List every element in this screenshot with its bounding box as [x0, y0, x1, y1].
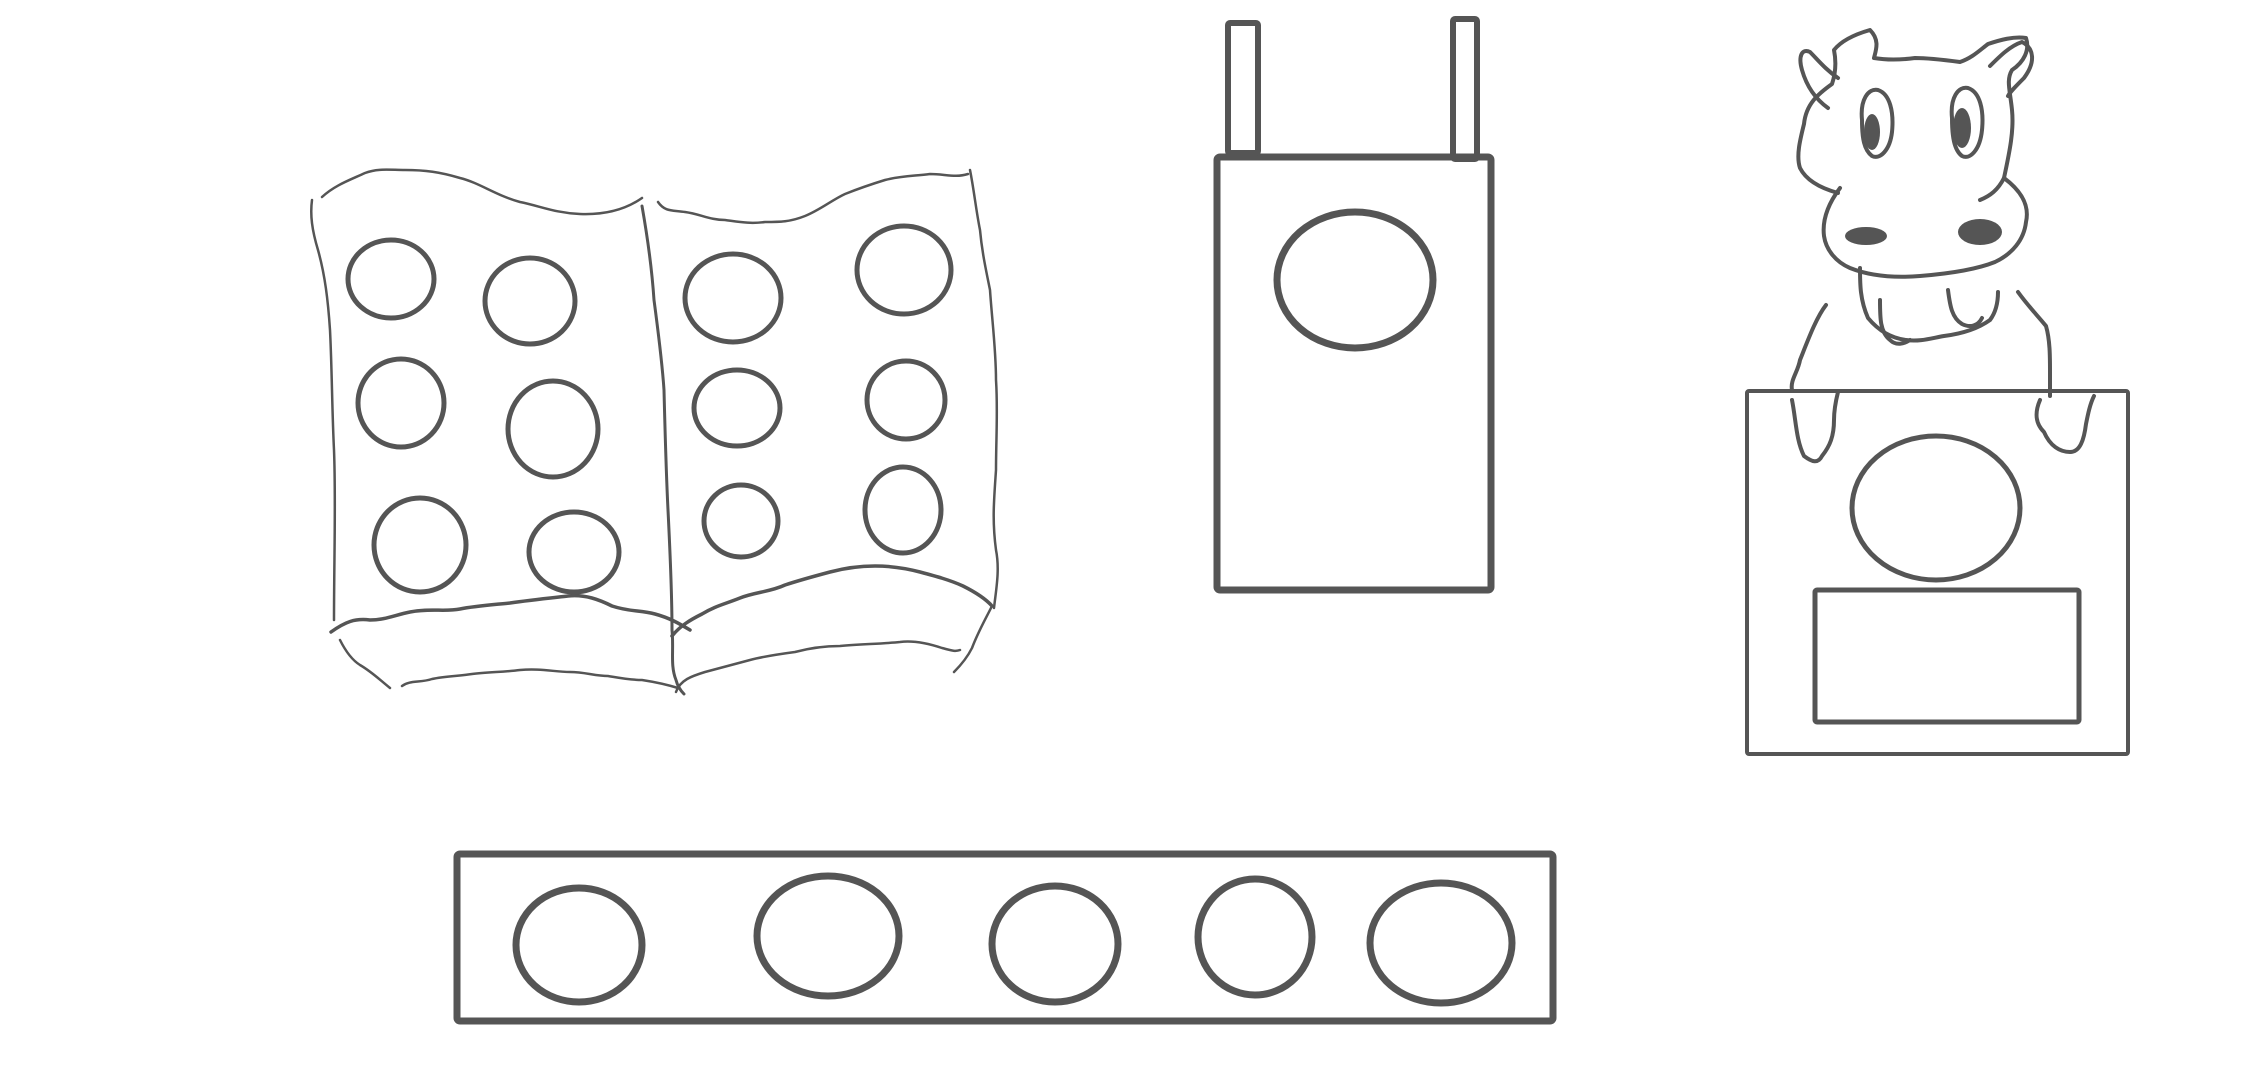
book-hole — [355, 356, 447, 450]
hippo-arm-left — [1789, 303, 1840, 464]
tall-box-body — [1213, 153, 1495, 594]
hippo-eye-right — [1949, 85, 1985, 159]
hippo-pupil-right — [1953, 108, 1971, 148]
book-hole — [526, 509, 622, 595]
hippo-box-body — [1745, 389, 2130, 756]
tall-box — [1213, 16, 1495, 594]
hippo-head — [1796, 28, 2030, 202]
book-hole — [371, 495, 469, 595]
book-hole — [862, 464, 944, 556]
tall-box-post-left — [1225, 20, 1261, 156]
long-bar-body — [453, 850, 1557, 1025]
long-bar-hole — [512, 884, 646, 1006]
book-spine — [640, 204, 686, 696]
open-book — [310, 168, 999, 696]
hippo-nostril-right — [1958, 219, 2002, 245]
hippo-mouth — [1858, 266, 2000, 343]
hippo-box-panel — [1812, 587, 2082, 725]
book-left-page — [310, 168, 644, 622]
hippo-arm-right — [2016, 290, 2096, 454]
book-hole — [482, 255, 578, 347]
long-bar — [453, 850, 1557, 1025]
hippo-box-hole — [1849, 433, 2023, 583]
book-right-page-bottom — [670, 564, 994, 638]
hippo-ear-right — [1988, 40, 2034, 98]
tall-box-hole — [1273, 208, 1437, 352]
book-hole — [854, 223, 954, 317]
tall-box-post-right — [1450, 16, 1480, 162]
long-bar-hole — [1194, 875, 1316, 999]
book-right-page — [656, 168, 999, 610]
book-hole — [701, 482, 781, 560]
hippo-pupil-left — [1864, 114, 1880, 150]
book-hole — [345, 237, 437, 321]
long-bar-hole — [753, 872, 903, 1000]
book-hole — [864, 358, 948, 442]
hippo-snout — [1821, 176, 2029, 279]
hippo-nostril-left — [1845, 227, 1887, 245]
book-left-page-edge — [338, 638, 680, 690]
hippo-eye-left — [1859, 87, 1895, 159]
book-left-page-bottom — [329, 593, 692, 634]
hippo-teeth — [1878, 288, 1984, 346]
book-hole — [691, 367, 783, 449]
hippo-ear-left — [1798, 49, 1840, 110]
long-bar-hole — [1366, 879, 1516, 1007]
long-bar-hole — [988, 882, 1122, 1006]
book-right-page-edge — [674, 604, 994, 694]
hippo-on-box — [1745, 28, 2130, 756]
book-hole — [505, 378, 601, 480]
book-hole — [682, 251, 784, 345]
